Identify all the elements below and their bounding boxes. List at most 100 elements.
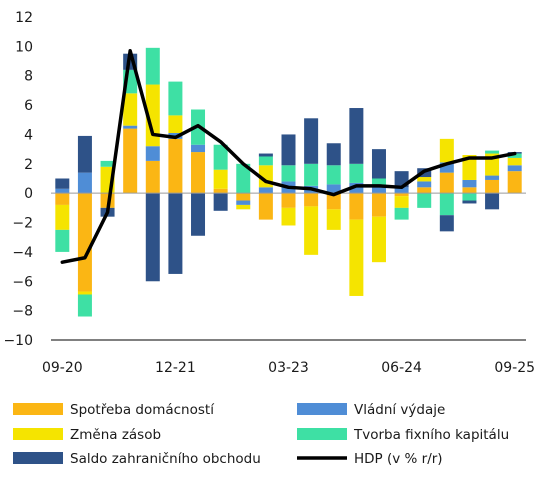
bar-spotreba-domacnosti xyxy=(191,152,206,194)
bar-spotreba-domacnosti xyxy=(507,171,522,194)
bar-spotreba-domacnosti xyxy=(145,160,160,194)
bar-saldo-zahranicniho-obchodu xyxy=(191,193,206,236)
bar-tvorba-fixniho-kapitalu xyxy=(485,150,500,154)
y-tick-label: 12 xyxy=(15,10,33,26)
bar-tvorba-fixniho-kapitalu xyxy=(258,156,273,166)
bar-saldo-zahranicniho-obchodu xyxy=(485,193,500,210)
x-axis: 09-20 12-21 03-23 06-24 09-25 xyxy=(42,339,535,376)
bar-vladni-vydaje xyxy=(485,175,500,180)
bar-saldo-zahranicniho-obchodu xyxy=(258,153,273,157)
bar-zmena-zasob xyxy=(439,138,454,163)
legend-item-spotreba-domacnosti: Spotřeba domácností xyxy=(13,402,215,418)
bar-saldo-zahranicniho-obchodu xyxy=(371,149,386,179)
bar-spotreba-domacnosti xyxy=(462,187,477,194)
bar-saldo-zahranicniho-obchodu xyxy=(281,134,296,166)
bar-spotreba-domacnosti xyxy=(349,193,364,220)
bar-vladni-vydaje xyxy=(462,179,477,188)
legend-label: Vládní výdaje xyxy=(354,402,445,418)
bar-zmena-zasob xyxy=(168,115,183,133)
legend-swatch xyxy=(297,428,347,440)
bar-saldo-zahranicniho-obchodu xyxy=(326,143,341,166)
bar-saldo-zahranicniho-obchodu xyxy=(349,108,364,164)
bar-tvorba-fixniho-kapitalu xyxy=(371,178,386,186)
bar-tvorba-fixniho-kapitalu xyxy=(236,163,251,194)
bar-zmena-zasob xyxy=(304,206,319,255)
legend-swatch xyxy=(297,403,347,415)
bar-zmena-zasob xyxy=(281,207,296,226)
bar-vladni-vydaje xyxy=(77,172,92,194)
bar-tvorba-fixniho-kapitalu xyxy=(213,144,228,170)
bar-zmena-zasob xyxy=(462,155,477,180)
legend-item-tvorba-fixniho-kapitalu: Tvorba fixního kapitálu xyxy=(297,427,509,443)
bar-spotreba-domacnosti xyxy=(417,187,432,194)
bar-saldo-zahranicniho-obchodu xyxy=(168,193,183,274)
bar-saldo-zahranicniho-obchodu xyxy=(77,135,92,173)
legend-swatch xyxy=(13,403,63,415)
bar-tvorba-fixniho-kapitalu xyxy=(168,81,183,116)
bar-zmena-zasob xyxy=(417,177,432,182)
bar-tvorba-fixniho-kapitalu xyxy=(55,229,70,252)
bar-spotreba-domacnosti xyxy=(281,193,296,208)
y-tick-label: −2 xyxy=(12,216,33,232)
legend-label: Změna zásob xyxy=(70,427,161,443)
bar-vladni-vydaje xyxy=(55,188,70,194)
bar-spotreba-domacnosti xyxy=(485,179,500,194)
legend-item-hdp-v-r-r: HDP (v % r/r) xyxy=(297,451,443,467)
bar-saldo-zahranicniho-obchodu xyxy=(304,118,319,164)
y-tick-label: −8 xyxy=(12,304,33,320)
y-tick-label: −6 xyxy=(12,274,33,290)
bar-vladni-vydaje xyxy=(258,187,273,194)
bar-tvorba-fixniho-kapitalu xyxy=(417,193,432,208)
line-hdp-v-r-r xyxy=(60,49,517,264)
legend-label: Saldo zahraničního obchodu xyxy=(70,451,261,467)
y-tick-label: −10 xyxy=(3,333,33,349)
bar-vladni-vydaje xyxy=(191,144,206,153)
gdp-line xyxy=(60,49,517,264)
bar-zmena-zasob xyxy=(123,93,138,126)
bar-spotreba-domacnosti xyxy=(326,193,341,210)
bar-saldo-zahranicniho-obchodu xyxy=(145,193,160,282)
y-tick-label: 0 xyxy=(24,186,33,202)
bar-saldo-zahranicniho-obchodu xyxy=(213,193,228,211)
bar-vladni-vydaje xyxy=(394,187,409,194)
bar-vladni-vydaje xyxy=(326,184,341,194)
bar-tvorba-fixniho-kapitalu xyxy=(507,153,522,158)
y-tick-label: 4 xyxy=(24,127,33,143)
bar-zmena-zasob xyxy=(236,204,251,210)
bar-zmena-zasob xyxy=(326,209,341,230)
x-tick-label: 09-25 xyxy=(494,360,535,376)
y-tick-label: 10 xyxy=(15,39,33,55)
bar-tvorba-fixniho-kapitalu xyxy=(304,163,319,186)
bar-zmena-zasob xyxy=(77,291,92,295)
bar-vladni-vydaje xyxy=(439,162,454,173)
y-tick-label: 8 xyxy=(24,69,33,85)
bar-spotreba-domacnosti xyxy=(258,193,273,220)
x-tick-label: 12-21 xyxy=(155,360,196,376)
bar-tvorba-fixniho-kapitalu xyxy=(349,163,364,183)
x-tick-label: 06-24 xyxy=(381,360,422,376)
bar-tvorba-fixniho-kapitalu xyxy=(100,160,115,167)
bar-saldo-zahranicniho-obchodu xyxy=(55,178,70,189)
legend-swatch xyxy=(13,452,63,464)
bar-vladni-vydaje xyxy=(417,181,432,188)
bar-spotreba-domacnosti xyxy=(77,193,92,292)
y-tick-label: −4 xyxy=(12,245,33,261)
bar-zmena-zasob xyxy=(394,196,409,208)
bar-spotreba-domacnosti xyxy=(371,193,386,217)
bar-vladni-vydaje xyxy=(507,165,522,172)
bar-vladni-vydaje xyxy=(349,182,364,194)
legend-label: Spotřeba domácností xyxy=(70,402,215,418)
bar-tvorba-fixniho-kapitalu xyxy=(77,294,92,317)
x-tick-label: 03-23 xyxy=(268,360,309,376)
bar-spotreba-domacnosti xyxy=(439,172,454,194)
legend-label: Tvorba fixního kapitálu xyxy=(353,427,509,443)
legend-item-zmena-zasob: Změna zásob xyxy=(13,427,161,443)
y-tick-label: 2 xyxy=(24,157,33,173)
bar-saldo-zahranicniho-obchodu xyxy=(439,215,454,232)
bar-saldo-zahranicniho-obchodu xyxy=(462,200,477,204)
y-tick-label: 6 xyxy=(24,98,33,114)
bar-zmena-zasob xyxy=(213,169,228,189)
bar-tvorba-fixniho-kapitalu xyxy=(439,193,454,216)
bar-tvorba-fixniho-kapitalu xyxy=(394,207,409,220)
